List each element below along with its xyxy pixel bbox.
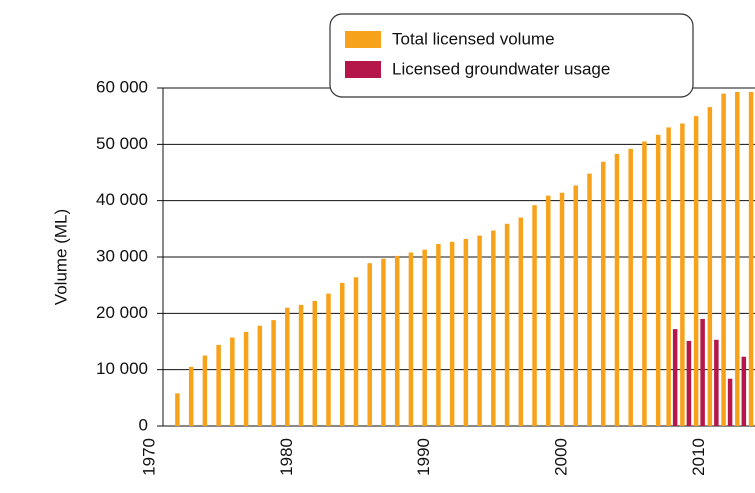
- bar: [672, 329, 678, 426]
- bar: [700, 318, 705, 426]
- bar: [559, 192, 565, 426]
- bar: [477, 235, 482, 426]
- bar: [367, 263, 372, 426]
- bar: [381, 258, 386, 426]
- bar: [202, 355, 208, 426]
- bar: [230, 337, 235, 426]
- bar: [587, 173, 592, 426]
- bar: [735, 91, 740, 427]
- bar: [573, 185, 579, 426]
- bar: [504, 223, 510, 426]
- bar: [188, 366, 194, 426]
- x-tick-label: 1990: [414, 438, 433, 476]
- bar: [628, 148, 633, 426]
- legend-box: [329, 13, 694, 98]
- bar: [642, 141, 647, 426]
- bar: [463, 238, 469, 426]
- bar: [326, 293, 331, 426]
- bar: [714, 339, 719, 426]
- y-tick-label: 50 000: [96, 134, 148, 153]
- bar: [285, 307, 290, 426]
- x-tick-label: 1980: [277, 438, 296, 476]
- y-tick-label: 0: [139, 415, 148, 434]
- y-tick-label: 10 000: [96, 359, 148, 378]
- bar: [175, 393, 180, 426]
- bar: [748, 91, 754, 427]
- bar: [491, 230, 496, 426]
- bar: [707, 107, 713, 427]
- legend-swatch: [345, 61, 381, 78]
- x-tick-label: 2010: [689, 438, 708, 476]
- bar: [339, 282, 345, 426]
- bar: [741, 356, 747, 426]
- bar: [257, 325, 263, 426]
- bar: [408, 252, 414, 426]
- y-tick-label: 30 000: [96, 246, 148, 265]
- bar: [436, 244, 441, 426]
- legend-label: Total licensed volume: [392, 29, 555, 48]
- x-tick-label: 1970: [139, 438, 158, 476]
- bar: [721, 93, 726, 426]
- bar: [600, 161, 606, 426]
- bar: [686, 340, 692, 426]
- x-tick-label: 2000: [552, 438, 571, 476]
- bar: [298, 304, 304, 426]
- bar: [353, 277, 359, 426]
- bar: [216, 344, 221, 426]
- y-axis-label: Volume (ML): [51, 209, 70, 305]
- bar: [243, 331, 249, 426]
- bar: [546, 195, 551, 426]
- bar: [680, 123, 685, 427]
- bar: [312, 300, 318, 426]
- bar: [655, 134, 661, 427]
- bar: [518, 217, 524, 426]
- y-tick-label: 40 000: [96, 190, 148, 209]
- bar: [532, 205, 537, 426]
- y-tick-label: 60 000: [96, 77, 148, 96]
- bar: [422, 249, 427, 426]
- y-tick-label: 20 000: [96, 303, 148, 322]
- legend-swatch: [345, 31, 381, 48]
- bar: [666, 127, 671, 426]
- bar: [394, 255, 400, 426]
- bar: [614, 153, 620, 426]
- bar: [271, 320, 276, 426]
- bar: [449, 241, 455, 426]
- legend-label: Licensed groundwater usage: [392, 59, 610, 78]
- bar: [693, 116, 699, 427]
- bar: [727, 378, 733, 426]
